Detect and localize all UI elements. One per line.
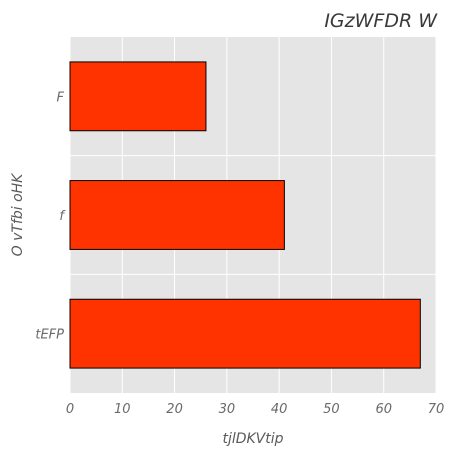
y-tick-label: f [59, 209, 66, 224]
bar-F [70, 62, 206, 131]
x-tick-label: 10 [114, 402, 131, 417]
x-tick-labels: 0 10 20 30 40 50 60 70 [66, 402, 444, 417]
x-tick-label: 20 [166, 402, 183, 417]
y-tick-label: tEFP [35, 328, 64, 343]
x-tick-label: 30 [219, 402, 236, 417]
x-axis-label: tjlDKVtip [222, 431, 283, 447]
x-tick-label: 40 [271, 402, 288, 417]
y-axis-label: O vTfbi oHK [10, 172, 26, 257]
x-tick-label: 50 [323, 402, 340, 417]
bar-f [70, 181, 284, 250]
x-tick-label: 0 [66, 402, 74, 417]
x-tick-label: 60 [375, 402, 392, 417]
x-tick-label: 70 [428, 402, 445, 417]
y-tick-label: F [57, 90, 65, 105]
y-tick-labels: tEFP f F [35, 90, 66, 342]
chart-title: IGzWFDR W [324, 10, 438, 32]
bar-tEFP [70, 299, 420, 368]
